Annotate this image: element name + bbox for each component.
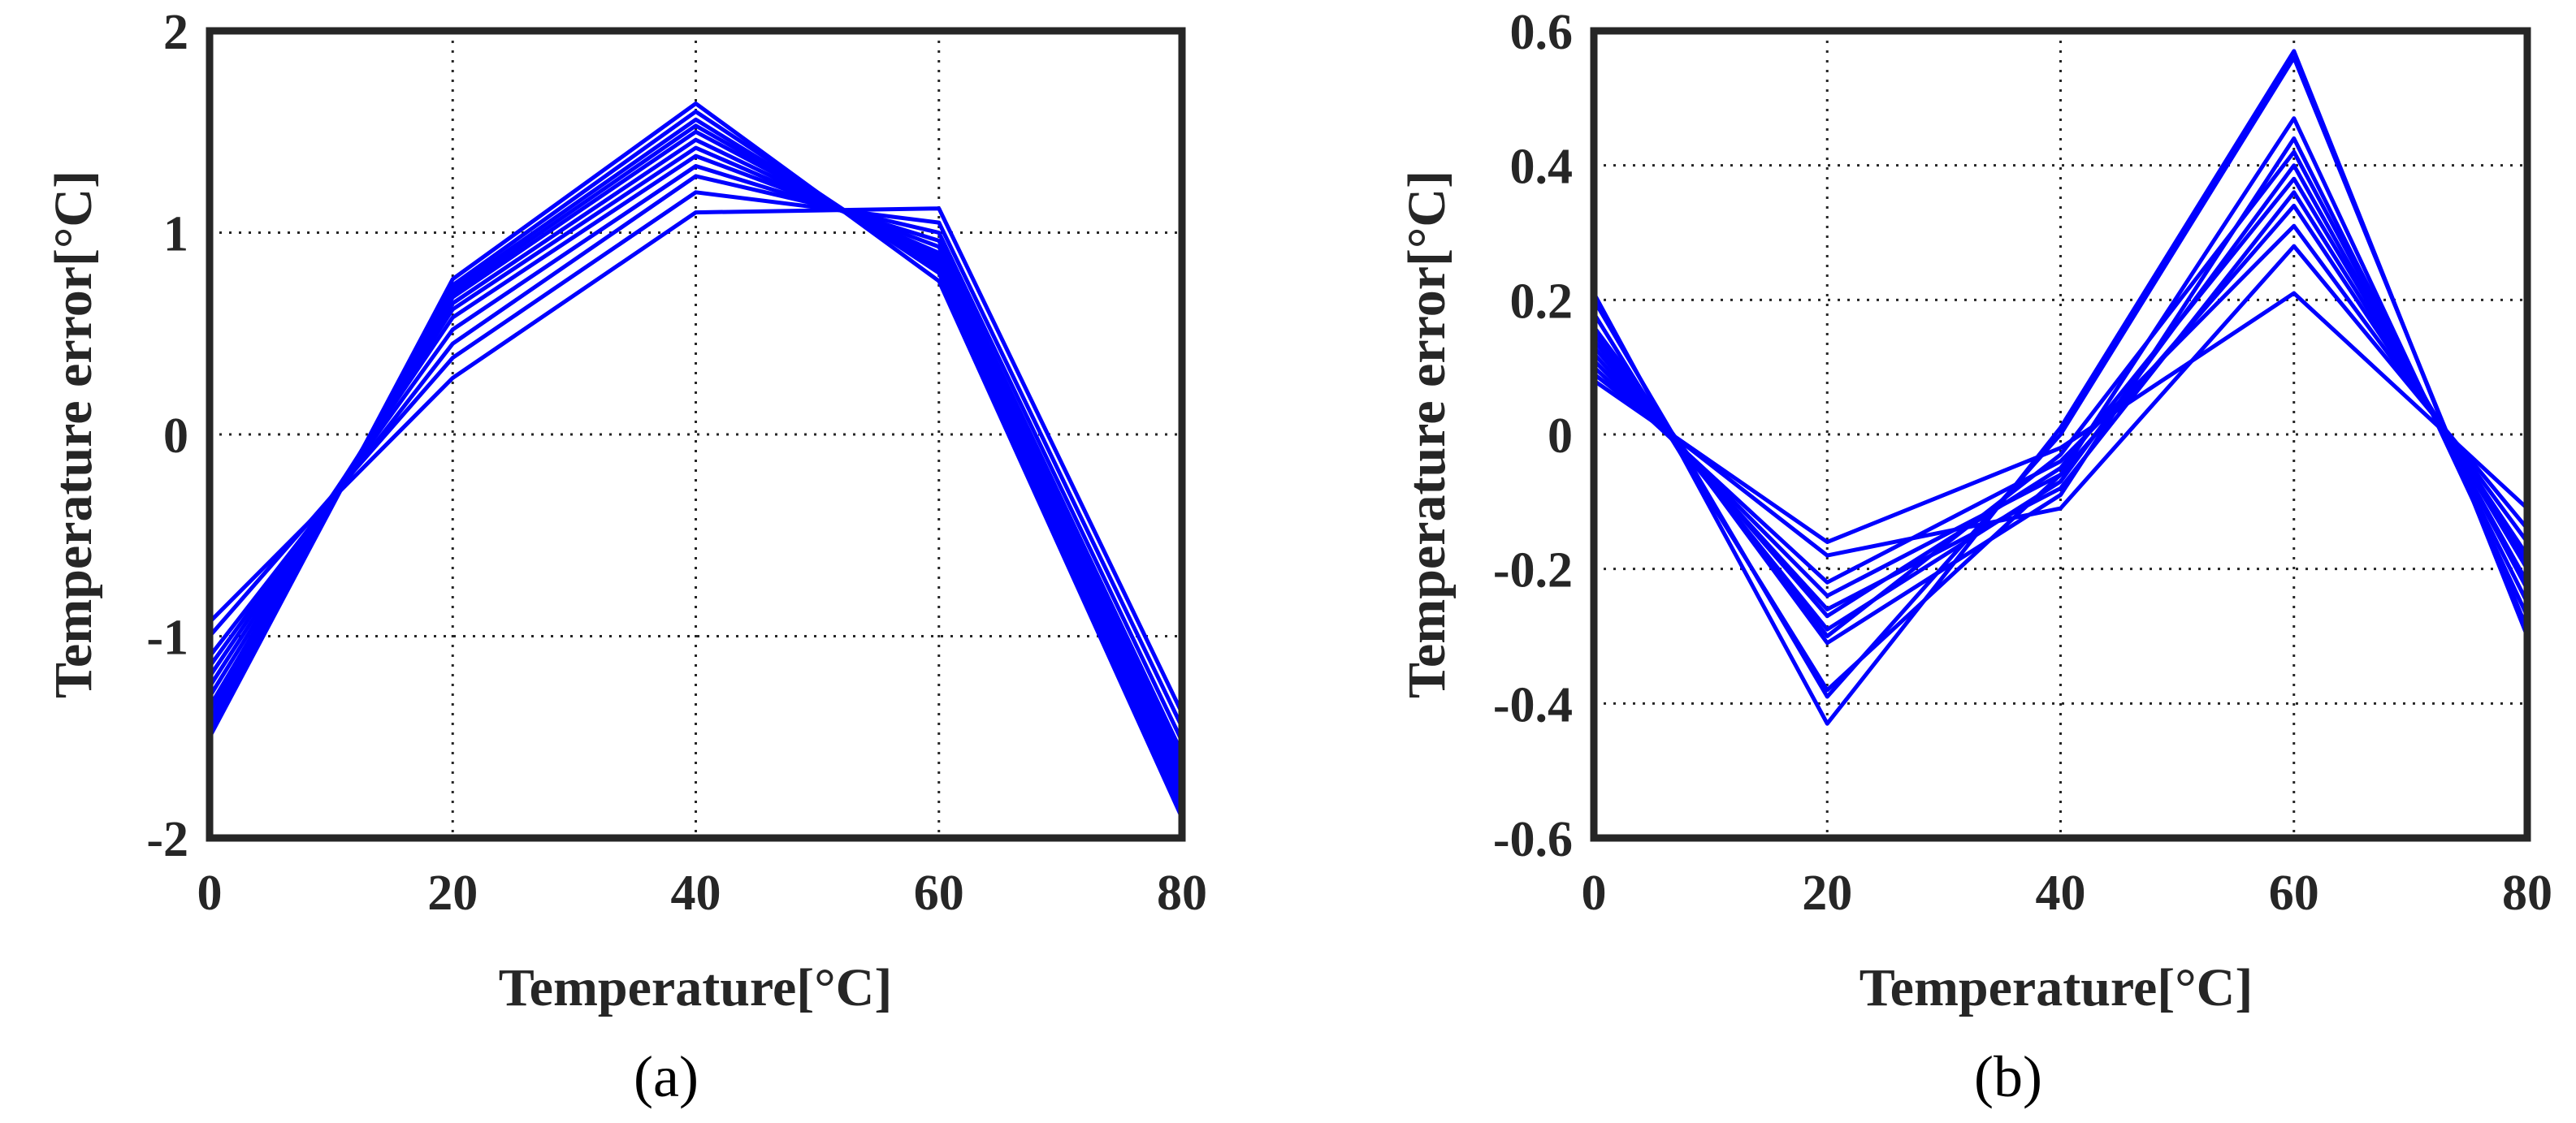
x-tick-labels-a: 0 20 40 60 80 bbox=[197, 866, 1208, 921]
y-tick-label: -0.6 bbox=[1493, 812, 1573, 867]
series-line-b-6 bbox=[1592, 176, 2530, 619]
panel-label-a: (a) bbox=[634, 1044, 699, 1109]
series-line-b-12 bbox=[1591, 49, 2530, 726]
x-tick-label: 0 bbox=[197, 866, 223, 921]
y-axis-label-b: Temperature error[°C] bbox=[1397, 171, 1457, 698]
x-axis-label-b: Temperature[°C] bbox=[1859, 958, 2253, 1017]
y-tick-label: -0.2 bbox=[1493, 543, 1573, 598]
series-line-b-3 bbox=[1592, 223, 2530, 585]
y-tick-labels-b: -0.6 -0.4 -0.2 0 0.2 0.4 0.6 bbox=[1493, 5, 1573, 867]
chart-panel-b: 0 20 40 60 80 -0.6 -0.4 -0.2 0 0.2 0.4 0.6 Tempera… bbox=[1397, 5, 2552, 1109]
x-tick-label: 40 bbox=[2036, 866, 2086, 921]
x-tick-label: 20 bbox=[427, 866, 478, 921]
y-tick-label: 2 bbox=[163, 5, 188, 60]
series-line-b-9 bbox=[1591, 136, 2530, 646]
y-tick-label: 0 bbox=[1548, 408, 1573, 464]
x-tick-label: 80 bbox=[2502, 866, 2552, 921]
series-line-b-10 bbox=[1591, 116, 2530, 693]
series-line-a-4 bbox=[207, 164, 1184, 754]
x-axis-label-a: Temperature[°C] bbox=[499, 958, 893, 1017]
series-lines-b bbox=[1591, 49, 2530, 726]
y-tick-label: 0.4 bbox=[1510, 140, 1574, 195]
series-line-a-1 bbox=[208, 206, 1184, 714]
grid-b bbox=[1594, 31, 2527, 838]
plot-frame-a bbox=[206, 27, 1186, 842]
x-tick-labels-b: 0 20 40 60 80 bbox=[1582, 866, 2553, 921]
series-lines-a bbox=[207, 102, 1184, 819]
x-tick-label: 20 bbox=[1802, 866, 1852, 921]
series-line-b-7 bbox=[1592, 163, 2530, 632]
y-tick-label: 0 bbox=[163, 408, 188, 464]
y-tick-label: -0.4 bbox=[1493, 677, 1573, 732]
x-tick-label: 0 bbox=[1582, 866, 1607, 921]
y-tick-label: 0.2 bbox=[1510, 274, 1574, 329]
series-line-b-8 bbox=[1592, 149, 2530, 638]
y-axis-label-a: Temperature error[°C] bbox=[44, 171, 103, 698]
x-tick-label: 60 bbox=[2269, 866, 2319, 921]
plot-frame-b bbox=[1590, 27, 2531, 842]
x-tick-label: 40 bbox=[671, 866, 721, 921]
y-tick-labels-a: -2 -1 0 1 2 bbox=[146, 5, 188, 867]
series-line-a-3 bbox=[208, 174, 1184, 742]
y-tick-label: -1 bbox=[146, 611, 188, 666]
series-line-a-12 bbox=[207, 102, 1184, 819]
panel-label-b: (b) bbox=[1974, 1044, 2042, 1109]
chart-panel-a: 0 20 40 60 80 -2 -1 0 1 2 Temperature[°C] Temper… bbox=[44, 5, 1207, 1109]
y-tick-label: -2 bbox=[146, 812, 188, 867]
y-tick-label: 1 bbox=[163, 207, 188, 262]
x-tick-label: 60 bbox=[914, 866, 964, 921]
series-line-b-2 bbox=[1592, 244, 2529, 558]
x-tick-label: 80 bbox=[1157, 866, 1207, 921]
series-line-b-5 bbox=[1592, 190, 2530, 611]
y-tick-label: 0.6 bbox=[1510, 5, 1574, 60]
series-line-b-1 bbox=[1592, 291, 2529, 544]
